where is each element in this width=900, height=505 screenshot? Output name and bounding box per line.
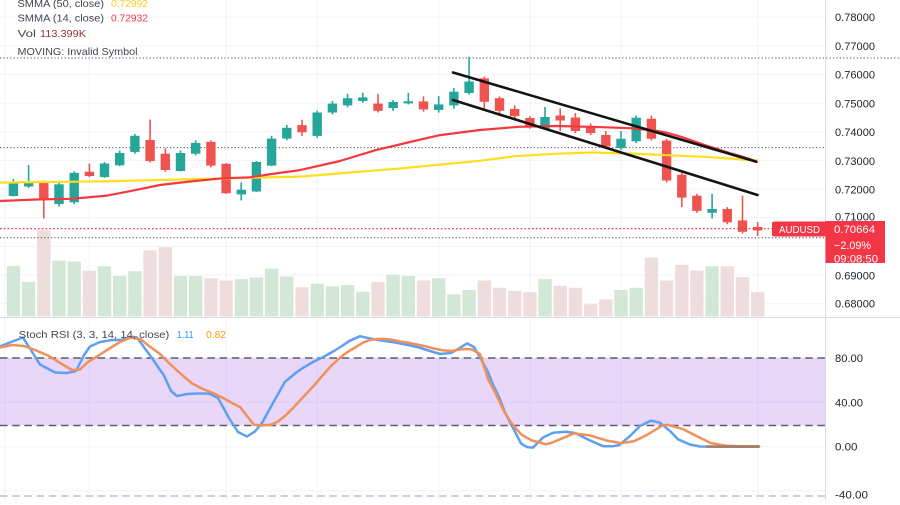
svg-text:0.75000: 0.75000 (835, 99, 875, 111)
svg-text:Vol: Vol (18, 28, 37, 40)
svg-text:0.72000: 0.72000 (835, 184, 875, 196)
svg-text:0.00: 0.00 (835, 442, 858, 454)
svg-text:MOVING: Invalid Symbol: MOVING: Invalid Symbol (18, 46, 138, 58)
svg-text:40.00: 40.00 (835, 397, 863, 409)
svg-text:0.70664: 0.70664 (834, 224, 875, 236)
svg-text:0.68000: 0.68000 (835, 299, 875, 311)
svg-text:SMMA (14, close): SMMA (14, close) (18, 13, 105, 25)
svg-text:80.00: 80.00 (835, 353, 863, 365)
svg-text:1.11: 1.11 (177, 329, 194, 341)
svg-text:-40.00: -40.00 (835, 490, 868, 501)
svg-text:−2.09%: −2.09% (834, 240, 871, 252)
svg-text:0.76000: 0.76000 (835, 70, 875, 82)
svg-text:113.399K: 113.399K (40, 28, 86, 40)
svg-text:AUDUSD: AUDUSD (779, 224, 820, 236)
svg-text:0.78000: 0.78000 (835, 12, 875, 24)
svg-text:0.69000: 0.69000 (835, 271, 875, 283)
svg-text:0.72932: 0.72932 (111, 13, 148, 25)
svg-text:0.77000: 0.77000 (835, 41, 875, 53)
svg-text:0.72992: 0.72992 (111, 0, 148, 10)
svg-text:SMMA (50, close): SMMA (50, close) (18, 0, 105, 10)
svg-text:Stoch RSI (3, 3, 14, 14, close: Stoch RSI (3, 3, 14, 14, close) (19, 329, 170, 341)
svg-text:0.73000: 0.73000 (835, 156, 875, 168)
svg-text:09:08:50: 09:08:50 (834, 254, 878, 266)
svg-text:0.74000: 0.74000 (835, 127, 875, 139)
svg-text:0.71000: 0.71000 (835, 212, 875, 224)
svg-text:0.82: 0.82 (206, 329, 226, 341)
